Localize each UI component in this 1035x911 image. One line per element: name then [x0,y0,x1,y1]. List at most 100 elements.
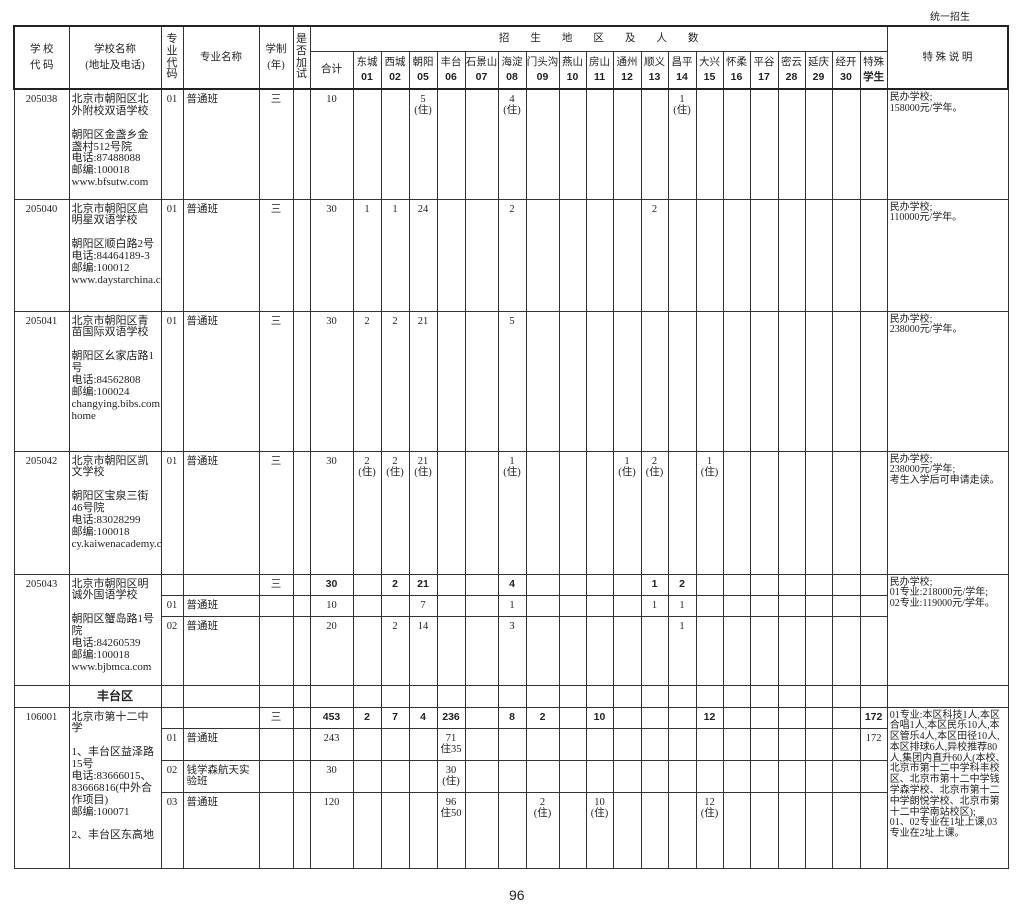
district-count-10 [558,615,587,686]
district-count-08: 5 [497,310,527,452]
district-name: 经开 [835,56,857,68]
district-count-06 [436,198,466,312]
header-district-07: 石景山 07 [464,50,499,90]
school-code: 205038 [13,88,70,200]
district-count-29 [804,791,833,869]
remarks: 民办学校; 01专业:218000元/学年; 02专业:119000元/学年。 [886,573,1009,686]
district-count-02: 2 [380,615,410,686]
district-count-15: 1 (住) [695,450,724,575]
district-count-学生 [859,573,888,596]
district-count-29 [804,706,833,729]
district-count-02: 2 [380,573,410,596]
district-count-02: 1 [380,198,410,312]
district-count-05: 5 (住) [408,88,438,200]
district-count-15 [695,88,724,200]
remarks: 民办学校; 158000元/学年。 [886,88,1009,200]
district-count-15 [695,594,724,617]
years [258,759,294,793]
district-name: 朝阳 [412,56,434,68]
total-count: 10 [309,88,354,200]
district-count-06: 236 [436,706,466,729]
exam-cell [292,727,311,761]
district-name: 顺义 [644,56,665,68]
district-name: 昌平 [671,56,693,68]
district-code: 09 [536,70,549,83]
district-count-10 [558,759,587,793]
table-row: 205041 北京市朝阳区青苗国际双语学校 朝阳区幺家店路1号 电话:845628… [13,310,1009,452]
empty-cell [408,684,438,708]
district-count-28 [777,594,806,617]
major-name: 普通班 [182,727,260,761]
district-count-06 [436,88,466,200]
total-count: 20 [309,615,354,686]
district-count-30 [831,198,861,312]
table-row: 205042 北京市朝阳区凯文学校 朝阳区宝泉三街46号院 电话:83028299… [13,450,1009,575]
empty-cell [831,684,861,708]
district-count-17 [749,573,779,596]
district-count-15: 12 [695,706,724,729]
district-count-14 [667,450,697,575]
district-count-14 [667,791,697,869]
years: 三 [258,88,294,200]
district-count-13 [640,706,669,729]
major-code: 01 [160,88,184,200]
district-count-06 [436,310,466,452]
district-count-05: 21 [408,573,438,596]
district-count-06 [436,573,466,596]
header-region-group: 招 生 地 区 及 人 数 [309,25,888,52]
school-name-address: 北京市朝阳区明诚外国语学校 朝阳区蟹岛路1号院 电话:84260539 邮编:1… [68,573,162,686]
header-district-14: 昌平 14 [667,50,697,90]
district-count-16 [722,198,751,312]
district-count-01 [352,727,382,761]
district-count-10 [558,198,587,312]
school-name-address: 北京市第十二中学 1、丰台区益泽路15号 电话:83666015、8366681… [68,706,162,869]
major-name: 普通班 [182,450,260,575]
district-count-30 [831,594,861,617]
header-major-name: 专业名称 [182,25,260,90]
district-count-02 [380,727,410,761]
header-district-12: 通州 12 [612,50,642,90]
district-count-06: 71 住35 [436,727,466,761]
district-count-16 [722,88,751,200]
header-district-学生: 特殊 学生 [859,50,888,90]
district-count-09: 2 (住) [525,791,560,869]
header-district-11: 房山 11 [585,50,614,90]
district-count-08: 3 [497,615,527,686]
region-row: 丰台区 [13,684,1009,708]
district-count-17 [749,706,779,729]
district-name: 延庆 [808,56,829,68]
district-name: 丰台 [440,56,462,68]
district-count-13 [640,791,669,869]
district-code: 06 [445,70,457,83]
header-district-10: 燕山 10 [558,50,587,90]
district-count-28 [777,450,806,575]
district-code: 17 [758,70,770,83]
major-name: 普通班 [182,198,260,312]
years: 三 [258,573,294,596]
district-count-10 [558,791,587,869]
district-count-14: 1 (住) [667,88,697,200]
district-count-学生: 172 [859,706,888,729]
district-name: 石景山 [465,56,498,68]
district-count-16 [722,573,751,596]
district-count-06 [436,450,466,575]
district-code: 13 [648,70,661,83]
header-district-15: 大兴 15 [695,50,724,90]
district-count-07 [464,706,499,729]
district-count-08: 1 [497,594,527,617]
district-count-学生 [859,450,888,575]
district-count-16 [722,615,751,686]
header-district-05: 朝阳 05 [408,50,438,90]
district-count-学生 [859,759,888,793]
district-count-08: 8 [497,706,527,729]
district-code: 30 [840,70,852,83]
district-count-17 [749,594,779,617]
major-name: 普通班 [182,88,260,200]
district-count-07 [464,594,499,617]
district-count-13: 1 [640,573,669,596]
district-count-29 [804,727,833,761]
district-count-13: 2 [640,198,669,312]
exam-cell [292,450,311,575]
major-name [182,706,260,729]
district-count-12 [612,573,642,596]
